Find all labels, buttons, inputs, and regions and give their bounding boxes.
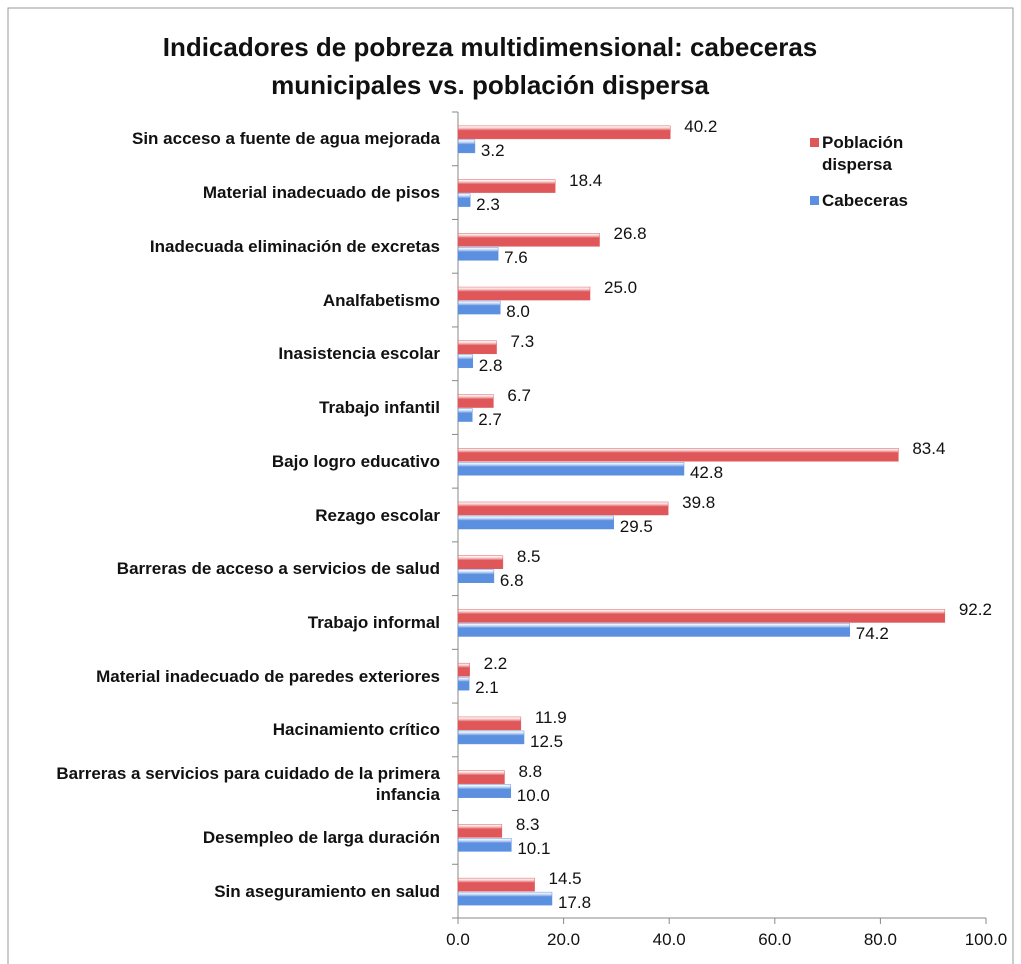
- bar: [457, 340, 497, 355]
- value-label: 14.5: [548, 869, 582, 889]
- value-label: 18.4: [569, 170, 603, 190]
- bar: [457, 394, 494, 408]
- y-tick-label: Inasistencia escolar: [278, 344, 440, 364]
- y-tick-label: Barreras de acceso a servicios de salud: [116, 559, 440, 579]
- bar: [457, 730, 525, 745]
- chart-title: Indicadores de pobreza multidimensional:…: [162, 32, 818, 100]
- bar: [457, 501, 669, 516]
- value-label: 17.8: [557, 893, 592, 913]
- y-tick-label: Barreras a servicios para cuidado de la …: [56, 763, 440, 804]
- legend-label: Cabeceras: [822, 191, 909, 210]
- x-tick-label: 80.0: [863, 930, 897, 949]
- bar: [457, 247, 499, 261]
- bar: [457, 838, 512, 852]
- x-tick-label: 0.0: [446, 930, 470, 949]
- value-label: 7.6: [504, 248, 528, 268]
- value-label: 40.2: [684, 116, 718, 136]
- legend-swatch: [810, 196, 819, 205]
- value-label: 42.8: [689, 463, 724, 483]
- bar: [457, 233, 600, 247]
- value-label: 83.4: [912, 439, 946, 459]
- y-tick-label: Trabajo infantil: [319, 398, 440, 418]
- x-tick-label: 20.0: [547, 930, 581, 949]
- bar: [457, 408, 473, 422]
- value-label: 8.0: [506, 302, 530, 322]
- legend-swatch: [810, 138, 819, 147]
- bar: [457, 354, 474, 369]
- y-tick-label: Material inadecuado de pisos: [202, 183, 440, 203]
- bar: [457, 824, 503, 838]
- bar: [457, 515, 615, 530]
- bar: [457, 125, 671, 140]
- value-label: 2.1: [475, 678, 499, 698]
- bar: [457, 462, 685, 476]
- bar: [457, 286, 591, 301]
- value-label: 8.8: [518, 761, 543, 781]
- value-label: 2.3: [476, 194, 500, 214]
- value-label: 12.5: [530, 731, 564, 751]
- y-tick-label: Sin acceso a fuente de agua mejorada: [131, 129, 440, 149]
- bar: [457, 139, 476, 154]
- y-tick-label: Analfabetismo: [322, 290, 440, 310]
- bar: [457, 877, 535, 892]
- value-label: 2.2: [483, 654, 508, 674]
- bar: [457, 569, 495, 583]
- value-label: 92.2: [958, 600, 992, 620]
- value-label: 26.8: [613, 224, 647, 244]
- y-tick-label: Trabajo informal: [307, 612, 440, 632]
- value-label: 39.8: [682, 493, 716, 512]
- y-tick-label: Inadecuada eliminación de excretas: [149, 236, 440, 256]
- legend-label: Población dispersa: [822, 133, 904, 174]
- bar: [457, 716, 522, 731]
- bar: [457, 662, 470, 677]
- chart-frame: [7, 7, 1014, 964]
- value-label: 29.5: [619, 517, 653, 536]
- value-label: 2.7: [478, 409, 502, 429]
- y-tick-label: Desempleo de larga duración: [202, 827, 440, 847]
- bar: [457, 300, 501, 315]
- y-tick-label: Bajo logro educativo: [271, 451, 440, 471]
- bar: [457, 555, 504, 569]
- bar: [457, 448, 899, 462]
- value-label: 8.5: [516, 546, 541, 566]
- value-label: 25.0: [604, 278, 638, 298]
- value-label: 10.0: [516, 785, 550, 805]
- y-tick-label: Sin aseguramiento en salud: [214, 881, 440, 901]
- x-tick-label: 40.0: [652, 930, 686, 949]
- bar: [457, 784, 512, 798]
- value-label: 6.8: [499, 570, 524, 590]
- value-label: 2.8: [478, 355, 503, 375]
- value-label: 11.9: [534, 707, 567, 727]
- value-label: 10.1: [517, 839, 551, 859]
- x-tick-label: 100.0: [964, 930, 1008, 949]
- value-label: 6.7: [507, 385, 532, 405]
- x-tick-label: 60.0: [758, 930, 792, 949]
- value-label: 8.3: [515, 815, 540, 835]
- bar: [457, 609, 946, 623]
- bar: [457, 623, 851, 637]
- value-label: 74.2: [855, 624, 889, 644]
- y-tick-label: Hacinamiento crítico: [272, 720, 440, 740]
- value-label: 3.2: [480, 140, 505, 160]
- bar: [457, 891, 553, 906]
- value-label: 7.3: [510, 331, 535, 351]
- bar: [457, 770, 505, 784]
- y-tick-label: Rezago escolar: [315, 505, 440, 525]
- y-tick-label: Material inadecuado de paredes exteriore…: [96, 666, 440, 686]
- bar: [457, 193, 471, 207]
- bar: [457, 179, 556, 193]
- bar: [457, 676, 470, 691]
